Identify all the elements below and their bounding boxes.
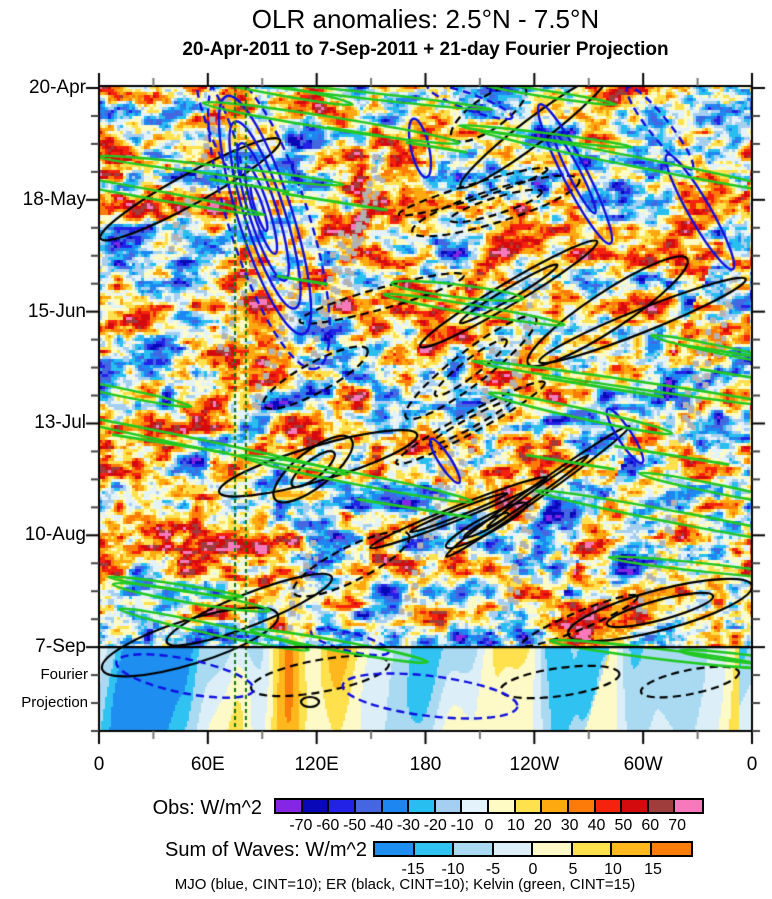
- colorbar-cell: [622, 800, 649, 812]
- colorbar-tick-label: 0: [484, 817, 494, 834]
- page-subtitle: 20-Apr-2011 to 7-Sep-2011 + 21-day Fouri…: [182, 39, 669, 60]
- colorbar-cell: [568, 800, 596, 812]
- colorbar-tick-label: 40: [587, 817, 606, 834]
- y-tick-label: 10-Aug: [24, 524, 86, 546]
- colorbar-tick-label: -20: [423, 817, 447, 834]
- colorbar-cell: [515, 800, 543, 812]
- colorbar-tick-label: -15: [401, 861, 425, 878]
- colorbar-tick-label: 50: [614, 817, 633, 834]
- y-tick-label: 18-May: [22, 188, 86, 210]
- colorbar-tick-label: 15: [644, 861, 662, 878]
- fourier-projection-label: Projection: [21, 694, 88, 712]
- sum-of-waves-colorbar: [373, 841, 693, 857]
- obs-colorbar: [274, 798, 704, 814]
- colorbar-cell: [302, 800, 330, 812]
- page-title: OLR anomalies: 2.5°N - 7.5°N: [251, 4, 600, 34]
- x-tick-label: 120W: [509, 754, 560, 775]
- x-tick-label: 120E: [294, 754, 339, 775]
- colorbar-cell: [375, 843, 415, 855]
- colorbar-cell: [462, 800, 489, 812]
- y-tick-label: 20-Apr: [28, 77, 86, 98]
- colorbar-cell: [595, 800, 623, 812]
- colorbar-cell: [435, 800, 463, 812]
- colorbar-tick-label: 10: [506, 817, 525, 834]
- colorbar-cell: [489, 800, 516, 812]
- x-tick-label: 0: [93, 754, 105, 775]
- colorbar-tick-label: 0: [528, 861, 538, 878]
- contour-legend-caption: MJO (blue, CINT=10); ER (black, CINT=10)…: [174, 876, 636, 893]
- colorbar-cell: [612, 843, 652, 855]
- colorbar-tick-label: -30: [396, 817, 420, 834]
- colorbar-cell: [533, 843, 573, 855]
- colorbar-cell: [382, 800, 410, 812]
- colorbar-cell: [414, 843, 454, 855]
- colorbar-tick-label: -70: [289, 817, 313, 834]
- obs-colorbar-label: Obs: W/m^2: [152, 797, 262, 819]
- sum-colorbar-label: Sum of Waves: W/m^2: [164, 839, 367, 861]
- x-tick-label: 60E: [190, 754, 225, 775]
- colorbar-cell: [572, 843, 612, 855]
- colorbar-tick-label: 20: [533, 817, 552, 834]
- colorbar-tick-label: -10: [450, 817, 474, 834]
- colorbar-tick-label: -5: [485, 861, 501, 878]
- y-tick-label: 15-Jun: [27, 300, 86, 322]
- colorbar-cell: [409, 800, 436, 812]
- colorbar-cell: [276, 800, 303, 812]
- colorbar-tick-label: 5: [568, 861, 578, 878]
- colorbar-tick-label: 70: [668, 817, 687, 834]
- colorbar-cell: [355, 800, 383, 812]
- colorbar-tick-label: 30: [560, 817, 579, 834]
- colorbar-cell: [675, 800, 702, 812]
- colorbar-cell: [454, 843, 494, 855]
- x-tick-label: 180: [409, 754, 442, 775]
- colorbar-tick-label: -60: [316, 817, 340, 834]
- x-tick-label: 60W: [623, 754, 663, 775]
- colorbar-tick-label: -10: [441, 861, 465, 878]
- colorbar-cell: [329, 800, 356, 812]
- y-tick-label: 7-Sep: [35, 636, 86, 658]
- colorbar-cell: [542, 800, 569, 812]
- colorbar-tick-label: -50: [343, 817, 367, 834]
- x-tick-label: 0: [746, 754, 758, 775]
- colorbar-cell: [493, 843, 533, 855]
- colorbar-tick-label: 10: [604, 861, 622, 878]
- y-tick-label: 13-Jul: [34, 412, 86, 434]
- colorbar-cell: [648, 800, 676, 812]
- colorbar-cell: [651, 843, 691, 855]
- colorbar-tick-label: -40: [369, 817, 394, 834]
- fourier-projection-label: Fourier: [40, 666, 88, 684]
- colorbar-tick-label: 60: [641, 817, 660, 834]
